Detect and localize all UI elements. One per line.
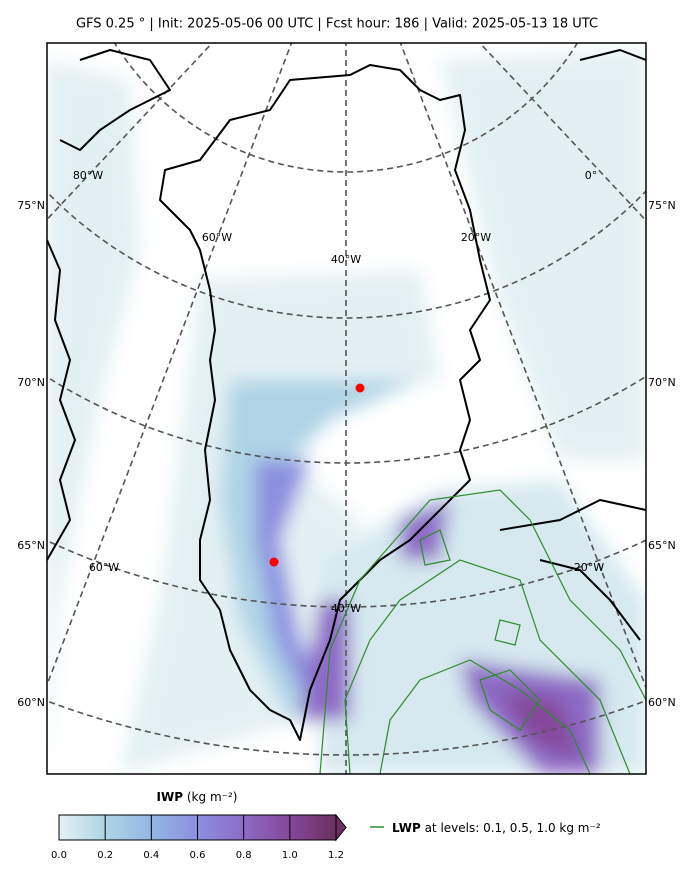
colorbar-tick-label: 1.2 bbox=[328, 850, 344, 861]
lon-label: 40°W bbox=[331, 253, 361, 266]
lat-label: 65°N bbox=[17, 539, 45, 552]
lat-label: 65°N bbox=[648, 539, 676, 552]
title: GFS 0.25 ° | Init: 2025-05-06 00 UTC | F… bbox=[76, 17, 598, 32]
lat-label: 60°N bbox=[17, 696, 45, 709]
lon-label: 0° bbox=[585, 169, 598, 182]
lon-label: 60°W bbox=[89, 561, 119, 574]
lat-label: 70°N bbox=[648, 376, 676, 389]
graticule bbox=[47, 43, 646, 774]
colorbar-tick-label: 0.6 bbox=[190, 850, 206, 861]
lon-label: 60°W bbox=[202, 231, 232, 244]
lon-label: 20°W bbox=[574, 561, 604, 574]
lat-label: 70°N bbox=[17, 376, 45, 389]
marker bbox=[269, 557, 279, 567]
colorbar-extend bbox=[335, 813, 347, 842]
map: 80°W 60°W 40°W 20°W 0° 60°W 20°W 40°W bbox=[47, 43, 646, 774]
colorbar-tick-label: 0.0 bbox=[51, 850, 67, 861]
lat-label: 75°N bbox=[17, 199, 45, 212]
marker bbox=[355, 383, 365, 393]
colorbar-label: IWP (kg m⁻²) bbox=[157, 790, 238, 804]
map-frame bbox=[46, 42, 647, 775]
colorbar: 0.0 0.2 0.4 0.6 0.8 1.0 1.2 bbox=[51, 813, 347, 861]
lwp-contours bbox=[319, 489, 646, 774]
canada-coast bbox=[47, 49, 646, 641]
colorbar-name: IWP bbox=[157, 790, 184, 804]
lon-label: 20°W bbox=[461, 231, 491, 244]
greenland-coast bbox=[159, 64, 491, 741]
colorbar-tick-label: 0.4 bbox=[143, 850, 159, 861]
legend-desc: at levels: 0.1, 0.5, 1.0 kg m⁻² bbox=[425, 821, 601, 835]
colorbar-tick-label: 1.0 bbox=[282, 850, 298, 861]
lon-label: 40°W bbox=[331, 602, 361, 615]
lat-label: 60°N bbox=[648, 696, 676, 709]
colorbar-tick-label: 0.8 bbox=[236, 850, 252, 861]
lon-label: 80°W bbox=[73, 169, 103, 182]
iwp-field bbox=[47, 50, 646, 774]
legend-name: LWP bbox=[392, 821, 421, 835]
legend-text: LWP at levels: 0.1, 0.5, 1.0 kg m⁻² bbox=[392, 821, 601, 835]
colorbar-units: (kg m⁻²) bbox=[187, 790, 238, 804]
colorbar-tick-label: 0.2 bbox=[97, 850, 113, 861]
lat-label: 75°N bbox=[648, 199, 676, 212]
